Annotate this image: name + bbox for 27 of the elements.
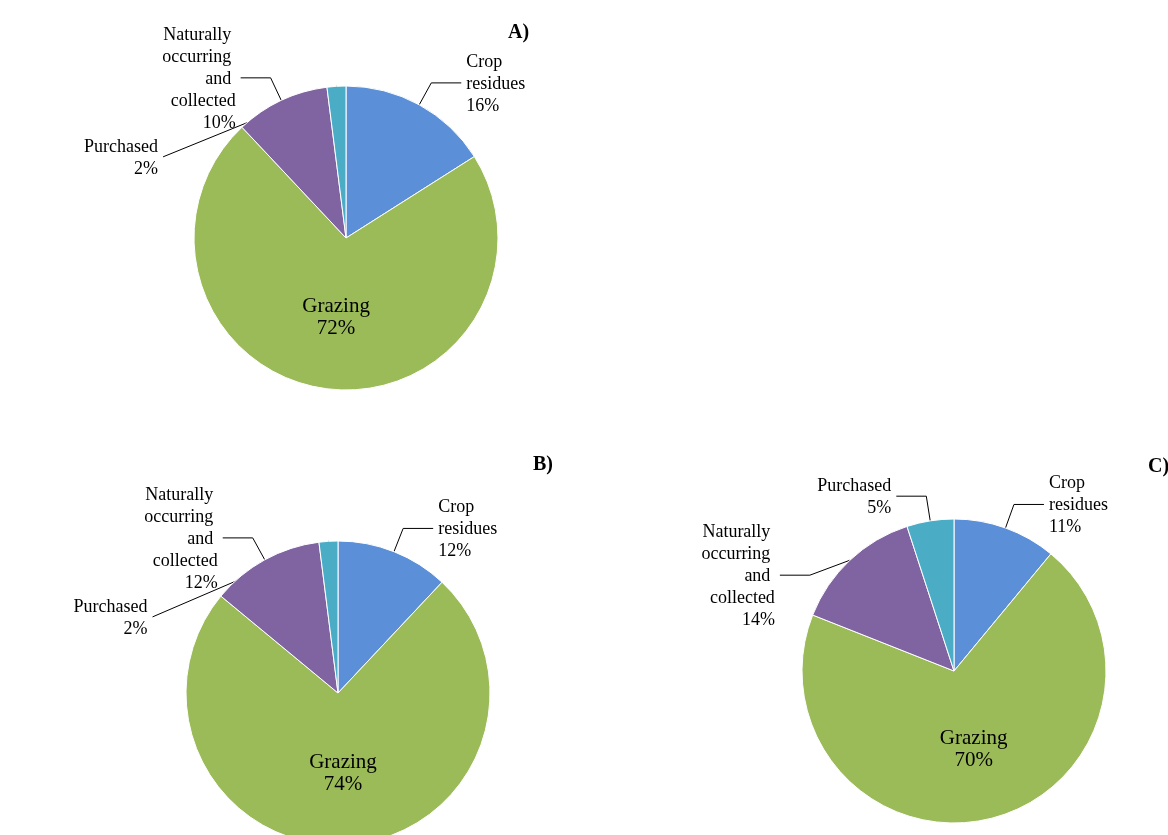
data-label: 12%: [438, 540, 472, 561]
data-label: 2%: [134, 157, 159, 178]
text: B): [533, 452, 553, 475]
slice-label: Purchased: [84, 135, 159, 156]
slice-label: Purchased: [73, 595, 148, 616]
slice-label: Crop residues: [1048, 472, 1108, 515]
slice-label: Grazing: [309, 748, 378, 773]
slice-label: Naturally occurring and collected: [144, 483, 218, 570]
slice-label: Naturally occurring and collected: [701, 521, 775, 608]
slice-label: Crop residues: [466, 50, 526, 93]
data-label: 70%: [954, 746, 993, 771]
data-label: 2%: [123, 617, 148, 638]
chart-title: A): [508, 20, 530, 43]
slice-label: Grazing: [939, 724, 1008, 749]
slice-label: Naturally occurring and collected: [162, 23, 236, 110]
data-label: 11%: [1048, 516, 1082, 537]
data-label: 74%: [323, 770, 363, 795]
data-label: 16%: [466, 94, 500, 115]
slice-label: Grazing: [302, 293, 371, 318]
data-label: 72%: [316, 315, 356, 340]
data-label: 14%: [741, 609, 775, 630]
slice-label: Purchased: [817, 475, 892, 496]
data-label: 5%: [867, 497, 892, 518]
data-label: 10%: [202, 111, 236, 132]
slice-label: Crop residues: [438, 496, 498, 539]
data-label: 12%: [184, 571, 218, 592]
text: C): [1148, 454, 1168, 477]
